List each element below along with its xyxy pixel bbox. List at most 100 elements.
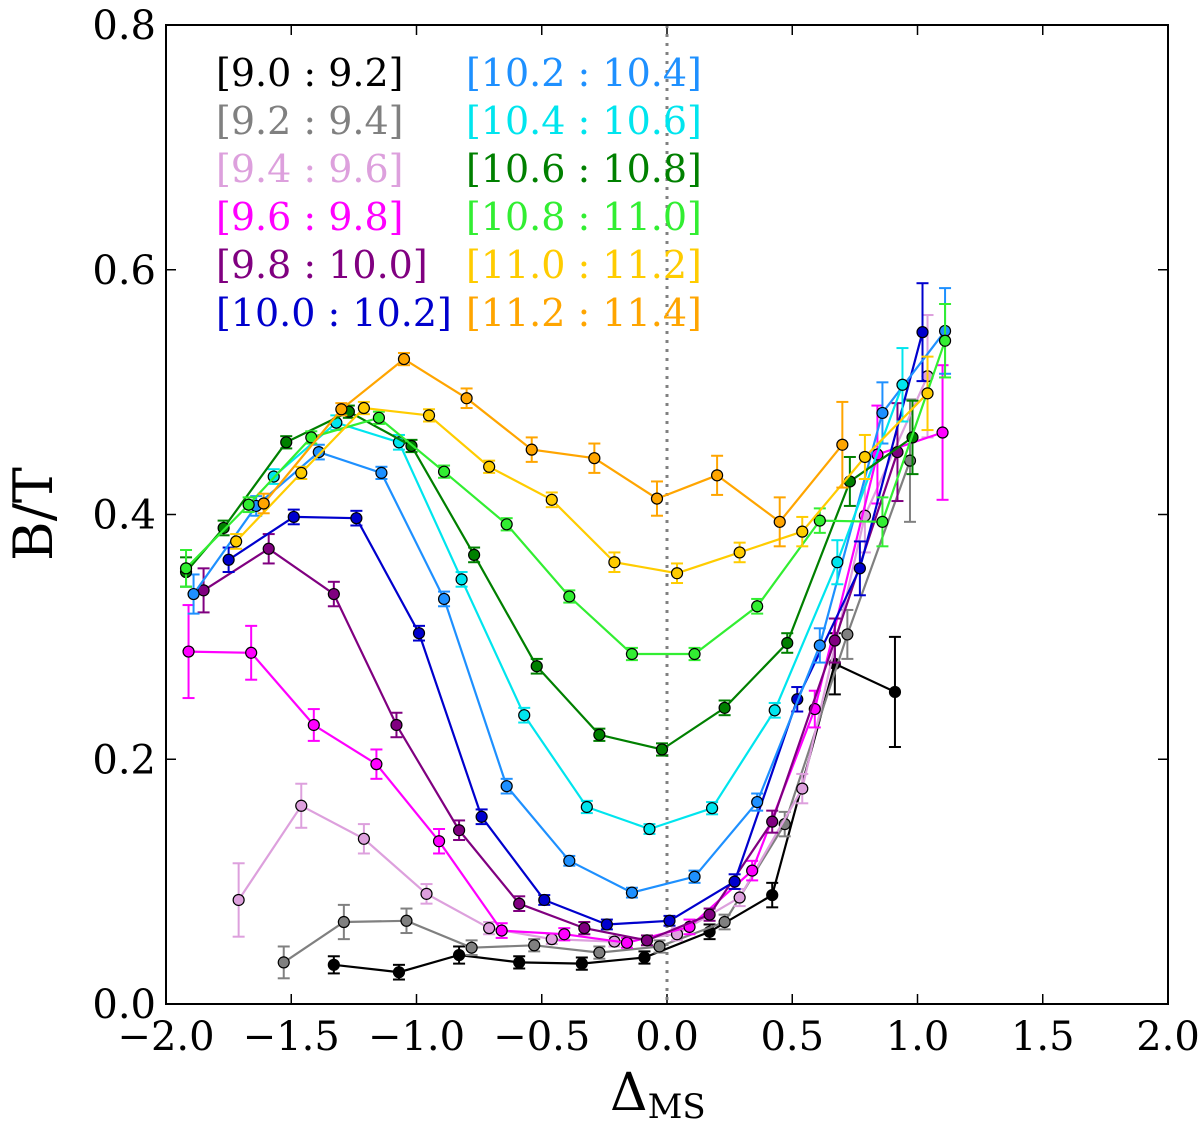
data-point: [452, 948, 466, 962]
data-point: [455, 573, 468, 586]
data-point: [495, 924, 508, 937]
data-point: [222, 553, 235, 566]
data-point: [437, 592, 451, 606]
data-point: [796, 525, 809, 538]
data-point: [640, 934, 654, 947]
data-point: [432, 835, 446, 848]
data-point: [796, 782, 809, 795]
data-point: [766, 888, 779, 902]
data-point: [733, 546, 746, 559]
data-point: [643, 822, 656, 836]
legend-entry: [10.4 : 10.6]: [466, 99, 702, 143]
y-tick-label: 0.4: [92, 493, 156, 539]
data-point: [876, 515, 889, 528]
data-point: [588, 452, 601, 465]
data-point: [287, 510, 300, 524]
series-layer: [179, 282, 952, 981]
data-point: [513, 897, 526, 910]
x-tick-label: −1.5: [243, 1014, 340, 1060]
data-point: [295, 466, 308, 479]
x-tick-label: −2.0: [117, 1014, 214, 1060]
data-point: [372, 411, 386, 424]
data-point: [841, 628, 854, 641]
data-point: [357, 832, 370, 845]
data-point: [593, 728, 606, 741]
data-point: [327, 958, 340, 971]
data-point: [813, 514, 826, 527]
x-tick-label: −0.5: [493, 1014, 590, 1060]
data-point: [670, 567, 684, 580]
plot-frame: [165, 24, 1169, 1005]
data-point: [357, 401, 370, 415]
data-point: [733, 891, 746, 904]
legend-entry: [11.0 : 11.2]: [466, 243, 702, 287]
data-point: [718, 701, 731, 714]
data-point: [876, 406, 889, 420]
data-point: [751, 795, 764, 809]
data-point: [312, 445, 325, 459]
data-point: [483, 460, 496, 473]
data-point: [370, 758, 383, 771]
x-tick-label: 2.0: [1136, 1014, 1200, 1060]
data-point: [558, 928, 571, 941]
data-point: [703, 908, 716, 921]
x-axis-label: ΔMS: [610, 1063, 706, 1124]
data-point: [705, 802, 719, 815]
series-10: [230, 355, 934, 585]
data-point: [375, 466, 388, 479]
data-point: [545, 933, 558, 946]
data-point: [608, 556, 621, 569]
x-tick-label: 1.5: [1011, 1014, 1075, 1060]
x-axis-label-main: Δ: [610, 1063, 648, 1123]
data-point: [545, 493, 558, 506]
y-axis-label: B/T: [2, 467, 65, 561]
data-point: [528, 939, 541, 952]
data-point: [718, 915, 731, 929]
data-point: [921, 387, 934, 400]
y-tick-label: 0.0: [92, 982, 156, 1028]
data-point: [563, 590, 576, 603]
data-point: [538, 893, 551, 907]
data-point: [397, 352, 411, 366]
legend-entry: [10.0 : 10.2]: [216, 291, 452, 335]
data-point: [465, 941, 478, 954]
data-point: [420, 887, 433, 900]
x-tick-label: 1.0: [886, 1014, 950, 1060]
data-point: [400, 914, 413, 927]
legend-entry: [9.0 : 9.2]: [216, 51, 403, 95]
data-point: [916, 326, 929, 339]
data-point: [483, 922, 496, 935]
data-point: [295, 799, 308, 812]
legend-entry: [11.2 : 11.4]: [466, 291, 702, 335]
data-point: [688, 647, 701, 661]
x-tick-label: −1.0: [368, 1014, 465, 1060]
legend-entry: [9.2 : 9.4]: [216, 99, 403, 143]
x-axis-label-sub: MS: [648, 1087, 706, 1124]
data-point: [828, 634, 841, 647]
data-point: [751, 600, 764, 613]
data-point: [392, 966, 406, 979]
data-point: [182, 645, 195, 658]
data-point: [580, 800, 593, 814]
series-3: [182, 364, 949, 949]
data-point: [518, 709, 531, 722]
data-point: [903, 454, 917, 467]
legend-entry: [10.8 : 11.0]: [466, 195, 702, 239]
data-point: [327, 587, 340, 601]
data-point: [500, 518, 513, 531]
data-point: [460, 392, 473, 405]
data-point: [242, 498, 255, 511]
series-11: [257, 351, 849, 548]
data-point: [831, 556, 844, 569]
data-point: [781, 636, 794, 650]
legend-entry: [9.8 : 10.0]: [216, 243, 428, 287]
data-point: [262, 542, 275, 555]
series-9: [179, 303, 952, 662]
data-point: [179, 562, 193, 575]
data-point: [475, 810, 488, 823]
data-point: [655, 743, 669, 756]
series-6: [187, 287, 952, 899]
data-point: [638, 951, 651, 964]
